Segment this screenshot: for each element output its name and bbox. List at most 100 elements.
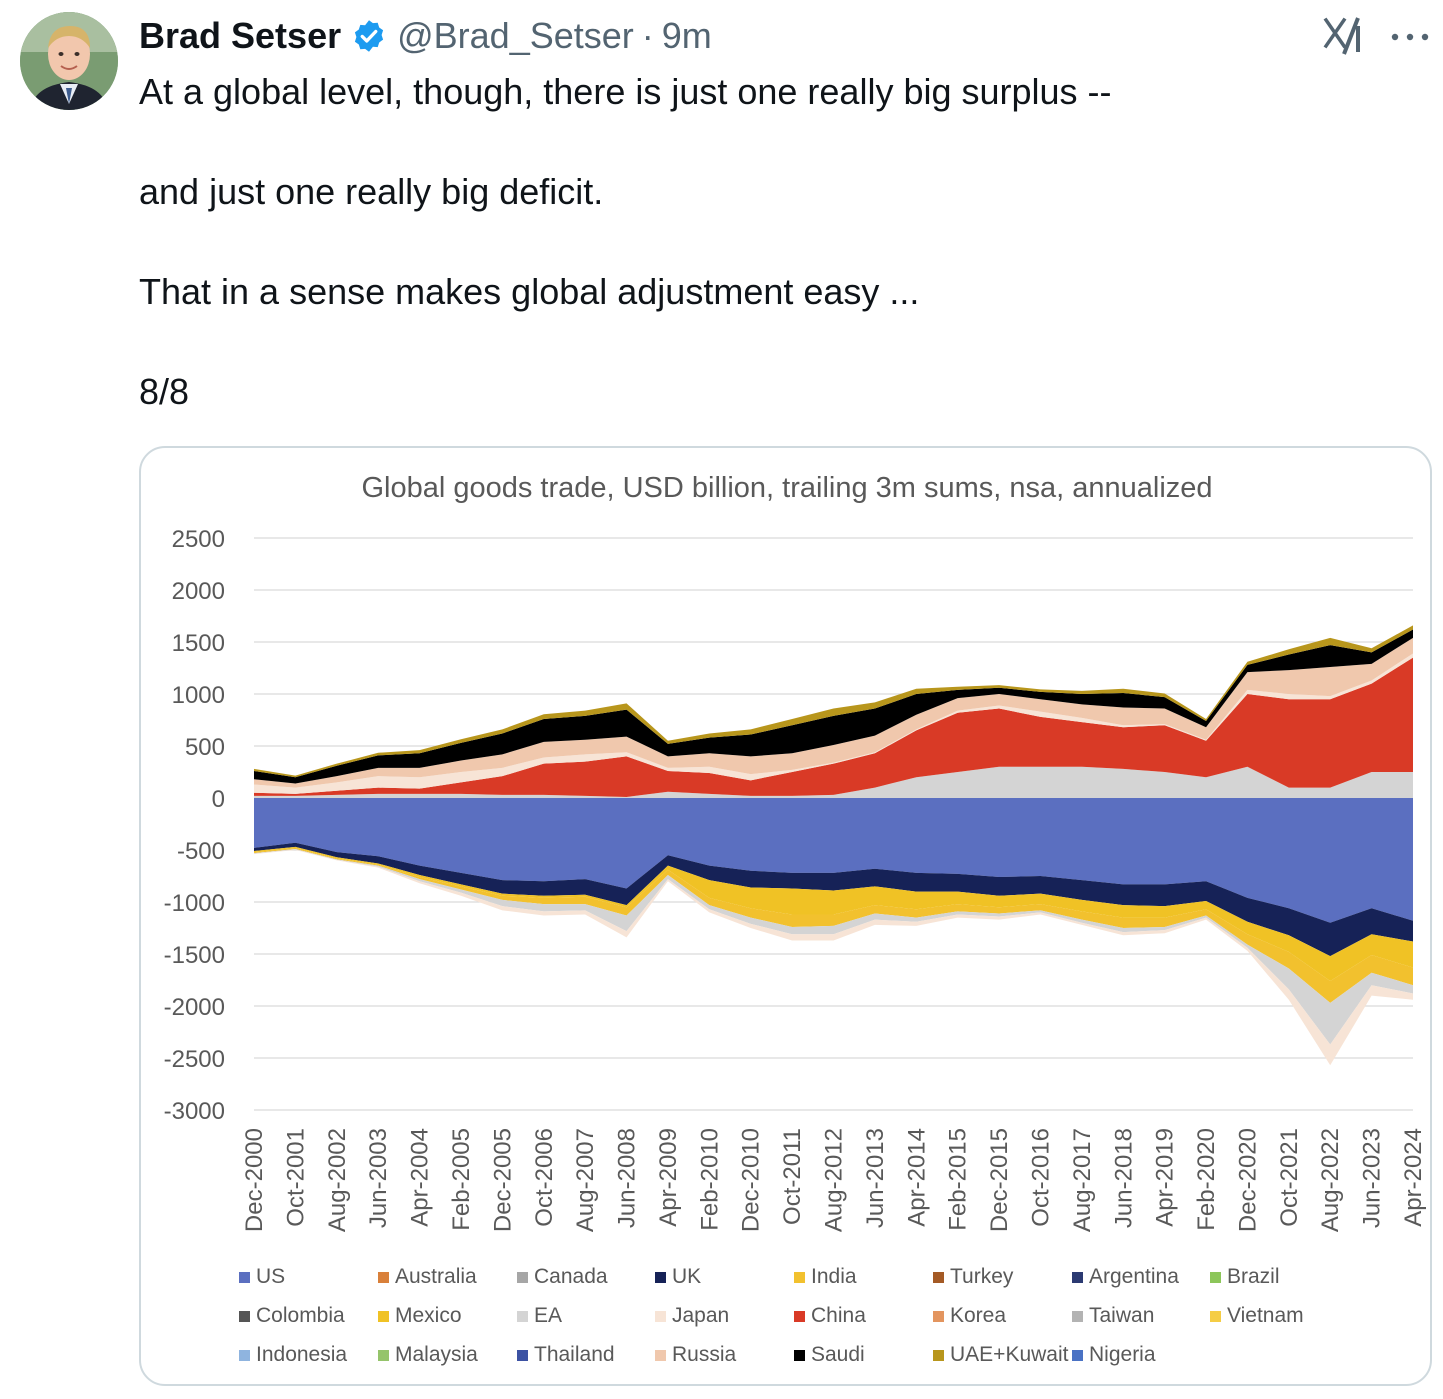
legend-swatch [794,1271,805,1283]
x-tick-label: Oct-2001 [282,1128,309,1227]
legend-item: Canada [517,1265,608,1289]
x-tick-label: Feb-2005 [448,1128,475,1231]
legend-item: Nigeria [1072,1343,1156,1367]
area-series-russia [254,637,1413,788]
y-tick-label: -2000 [164,994,225,1021]
x-tick-label: Jun-2008 [614,1128,641,1228]
legend-label: Nigeria [1089,1343,1156,1366]
area-series-ea [254,766,1413,798]
verified-badge-icon [355,20,384,52]
legend-swatch [794,1310,805,1322]
legend-item: Argentina [1072,1265,1179,1289]
legend-label: Turkey [950,1265,1014,1288]
x-tick-label: Oct-2021 [1276,1128,1303,1227]
tweet-time[interactable]: 9m [661,15,712,56]
x-tick-label: Apr-2024 [1400,1128,1427,1227]
legend-label: China [811,1304,866,1327]
legend-swatch [378,1310,389,1322]
separator-dot: · [641,15,654,56]
x-tick-label: Jun-2018 [1110,1128,1137,1228]
legend-swatch [655,1271,666,1283]
x-tick-label: Apr-2019 [1152,1128,1179,1227]
x-tick-label: Aug-2007 [572,1128,599,1232]
chart-image-card[interactable]: Global goods trade, USD billion, trailin… [139,446,1432,1386]
area-series-india [254,847,1413,1003]
legend-swatch [517,1271,528,1283]
x-tick-label: Apr-2004 [407,1128,434,1227]
x-tick-label: Feb-2015 [945,1128,972,1231]
legend-swatch [1072,1349,1083,1361]
legend-swatch [933,1271,944,1283]
legend-swatch [1072,1271,1083,1283]
legend-swatch [239,1271,250,1283]
legend-label: Saudi [811,1343,865,1366]
legend-swatch [655,1349,666,1361]
y-tick-label: -1500 [164,942,225,969]
chart-title: Global goods trade, USD billion, trailin… [361,472,1212,504]
grok-icon[interactable] [1322,16,1366,56]
more-options-icon[interactable] [1390,32,1430,42]
y-tick-label: -500 [177,838,225,865]
legend-swatch [517,1310,528,1322]
area-series-uk [254,842,1413,957]
area-series-china [254,657,1413,797]
legend-label: US [256,1265,286,1288]
author-name[interactable]: Brad Setser [139,15,342,56]
legend-label: Argentina [1089,1265,1179,1288]
legend-label: Malaysia [395,1343,478,1366]
legend-label: Colombia [256,1304,345,1327]
legend-item: US [239,1265,285,1289]
y-tick-label: 2000 [172,578,225,605]
legend-item: Vietnam [1210,1304,1304,1328]
tweet-text-line-4: 8/8 [139,371,190,412]
legend-label: Korea [950,1304,1007,1327]
legend-label: Thailand [534,1343,615,1366]
legend-item: Thailand [517,1343,615,1367]
x-tick-label: Dec-2000 [241,1128,268,1232]
legend-item: Japan [655,1304,729,1328]
legend-swatch [378,1349,389,1361]
legend-swatch [1072,1310,1083,1322]
x-tick-label: Aug-2012 [821,1128,848,1232]
author-avatar[interactable] [20,12,118,110]
x-tick-label: Feb-2010 [696,1128,723,1231]
legend-swatch [655,1310,666,1322]
legend-swatch [933,1310,944,1322]
legend-item: Taiwan [1072,1304,1154,1328]
x-tick-label: Jun-2023 [1359,1128,1386,1228]
legend-label: EA [534,1304,563,1327]
x-tick-label: Dec-2020 [1234,1128,1261,1232]
legend-label: Australia [395,1265,477,1288]
x-tick-label: Jun-2003 [365,1128,392,1228]
legend-swatch [933,1349,944,1361]
y-tick-label: -2500 [164,1046,225,1073]
legend-item: India [794,1265,857,1289]
legend-item: Russia [655,1343,736,1367]
legend-label: UK [672,1265,702,1288]
y-tick-label: -3000 [164,1098,225,1125]
y-tick-label: 1000 [172,682,225,709]
y-tick-label: -1000 [164,890,225,917]
x-tick-label: Feb-2020 [1193,1128,1220,1231]
x-tick-label: Dec-2010 [738,1128,765,1232]
x-tick-label: Dec-2005 [489,1128,516,1232]
legend-label: Canada [534,1265,608,1288]
tweet-text-line-2: and just one really big deficit. [139,171,604,212]
legend-item: Saudi [794,1343,865,1367]
area-series-japan [254,653,1413,794]
author-handle[interactable]: @Brad_Setser [397,15,634,56]
x-tick-label: Aug-2022 [1317,1128,1344,1232]
area-series-saudi [254,629,1413,784]
legend-item: Turkey [933,1265,1013,1289]
area-series-us [254,798,1413,923]
legend-label: Indonesia [256,1343,348,1366]
legend-item: UK [655,1265,701,1289]
legend-swatch [1210,1310,1221,1322]
area-series-mexico [254,846,1413,982]
legend-item: UAE+Kuwait [933,1343,1068,1367]
x-tick-label: Oct-2016 [1027,1128,1054,1227]
x-tick-label: Oct-2006 [531,1128,558,1227]
legend-item: Colombia [239,1304,345,1328]
legend-swatch [1210,1271,1221,1283]
tweet-text-line-3: That in a sense makes global adjustment … [139,271,920,312]
